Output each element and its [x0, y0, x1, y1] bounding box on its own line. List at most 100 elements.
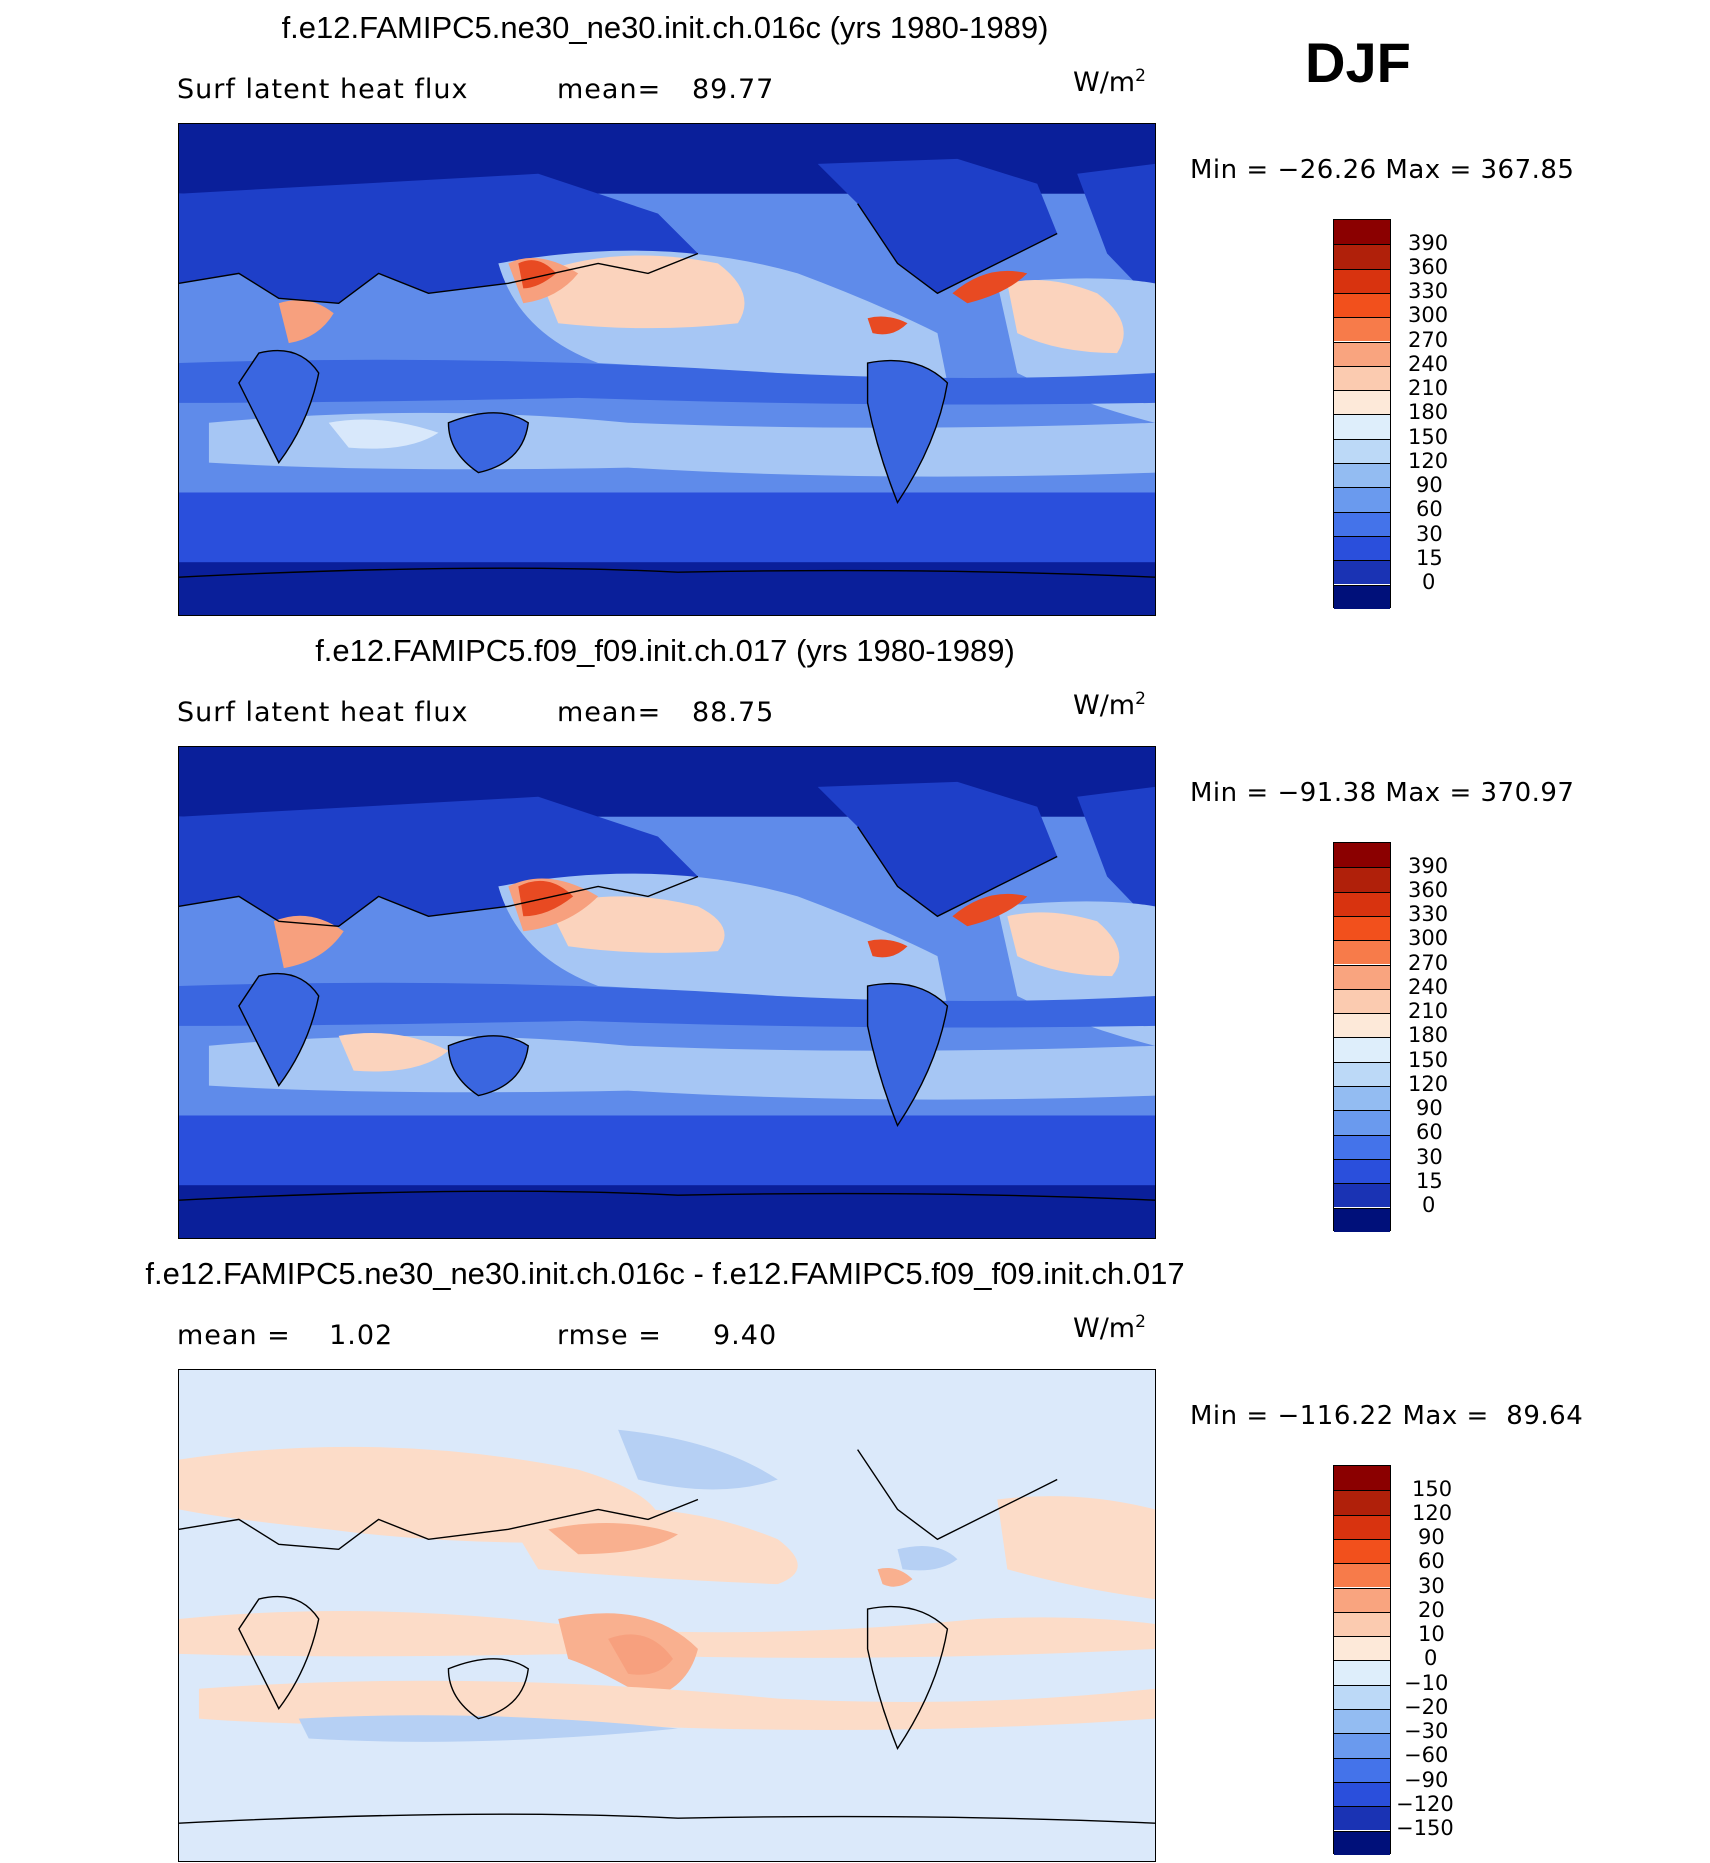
colorbar-swatch	[1334, 867, 1390, 892]
colorbar-swatch	[1334, 988, 1390, 1014]
colorbar-swatch	[1334, 268, 1390, 293]
colorbar-tick-label: 150	[1408, 425, 1449, 449]
colorbar-swatch	[1334, 1061, 1390, 1086]
panel1-mean-value: 89.77	[692, 74, 775, 105]
colorbar-tick-label: 10	[1418, 1622, 1445, 1646]
colorbar-tick-label: 60	[1416, 497, 1443, 521]
colorbar-swatch	[1334, 1806, 1390, 1831]
colorbar-tick-label: 390	[1408, 231, 1449, 255]
colorbar-tick-label: 0	[1422, 570, 1436, 594]
colorbar-tick-label: 300	[1408, 303, 1449, 327]
colorbar-swatch	[1334, 438, 1390, 463]
panel3-title: f.e12.FAMIPC5.ne30_ne30.init.ch.016c - f…	[145, 1256, 1185, 1291]
colorbar-tick-label: −120	[1396, 1792, 1454, 1816]
colorbar-tick-label: 15	[1416, 546, 1443, 570]
colorbar-tick-label: 30	[1418, 1574, 1445, 1598]
colorbar-swatch	[1334, 1733, 1390, 1758]
colorbar-swatch	[1334, 1709, 1390, 1734]
colorbar-swatch	[1334, 1490, 1390, 1515]
colorbar-tick-label: 180	[1408, 400, 1449, 424]
colorbar-tick-label: 90	[1416, 473, 1443, 497]
colorbar-tick-label: 300	[1408, 926, 1449, 950]
panel1-contour-field	[179, 124, 1155, 615]
panel1-mean-label: mean=	[557, 74, 662, 105]
colorbar-tick-label: −150	[1396, 1816, 1454, 1840]
colorbar-tick-label: 20	[1418, 1598, 1445, 1622]
panel1-units: W/m2	[1073, 66, 1146, 98]
panel2-units: W/m2	[1073, 689, 1146, 721]
colorbar-tick-label: 330	[1408, 279, 1449, 303]
colorbar-tick-label: 240	[1408, 975, 1449, 999]
panel3-minmax: Min = −116.22 Max = 89.64	[1190, 1401, 1584, 1431]
colorbar-swatch	[1334, 1781, 1390, 1807]
panel2-variable-label: Surf latent heat flux	[177, 697, 469, 728]
colorbar-swatch	[1334, 1611, 1390, 1637]
colorbar-tick-label: 150	[1408, 1048, 1449, 1072]
panel3-map	[178, 1369, 1156, 1862]
colorbar-swatch	[1334, 1587, 1390, 1612]
colorbar-swatch	[1334, 1660, 1390, 1685]
colorbar-tick-label: 120	[1408, 1072, 1449, 1096]
colorbar-swatch	[1334, 292, 1390, 318]
colorbar-swatch	[1334, 365, 1390, 391]
colorbar-tick-label: 30	[1416, 1145, 1443, 1169]
colorbar-swatch	[1334, 1636, 1390, 1661]
panel1-title: f.e12.FAMIPC5.ne30_ne30.init.ch.016c (yr…	[281, 10, 1049, 45]
colorbar-swatch	[1334, 1207, 1390, 1232]
colorbar-tick-label: −20	[1404, 1695, 1449, 1719]
colorbar-swatch	[1334, 535, 1390, 561]
panel3-rmse-value: 9.40	[713, 1320, 778, 1351]
colorbar-tick-label: 60	[1416, 1120, 1443, 1144]
colorbar-swatch	[1334, 1158, 1390, 1184]
colorbar-tick-label: 120	[1408, 449, 1449, 473]
colorbar-tick-label: 210	[1408, 999, 1449, 1023]
colorbar-swatch	[1334, 1013, 1390, 1038]
colorbar-swatch	[1334, 940, 1390, 965]
colorbar-tick-label: 90	[1418, 1525, 1445, 1549]
colorbar-tick-label: 270	[1408, 951, 1449, 975]
colorbar-tick-label: 360	[1408, 878, 1449, 902]
colorbar-swatch	[1334, 390, 1390, 415]
colorbar-swatch	[1334, 1086, 1390, 1111]
colorbar-swatch	[1334, 843, 1390, 868]
colorbar-tick-label: 15	[1416, 1169, 1443, 1193]
panel1-variable-label: Surf latent heat flux	[177, 74, 469, 105]
colorbar-tick-label: 120	[1412, 1501, 1453, 1525]
panel2-mean-label: mean=	[557, 697, 662, 728]
colorbar-tick-label: 60	[1418, 1549, 1445, 1573]
colorbar-swatch	[1334, 463, 1390, 488]
colorbar-swatch	[1334, 487, 1390, 512]
colorbar-tick-label: 0	[1424, 1646, 1438, 1670]
colorbar-swatch	[1334, 1183, 1390, 1208]
colorbar-tick-label: −30	[1404, 1719, 1449, 1743]
colorbar-tick-label: 270	[1408, 328, 1449, 352]
colorbar-swatch	[1334, 414, 1390, 439]
colorbar-tick-label: 0	[1422, 1193, 1436, 1217]
colorbar-swatch	[1334, 244, 1390, 269]
colorbar-swatch	[1334, 511, 1390, 536]
colorbar-tick-label: 30	[1416, 522, 1443, 546]
panel1-map	[178, 123, 1156, 616]
colorbar-tick-label: 330	[1408, 902, 1449, 926]
colorbar-swatch	[1334, 891, 1390, 916]
colorbar-tick-label: 240	[1408, 352, 1449, 376]
colorbar-tick-label: 150	[1412, 1477, 1453, 1501]
colorbar-swatch	[1334, 964, 1390, 989]
colorbar-swatch	[1334, 341, 1390, 366]
colorbar-swatch	[1334, 584, 1390, 609]
colorbar-swatch	[1334, 1684, 1390, 1709]
colorbar-tick-label: 360	[1408, 255, 1449, 279]
colorbar-swatch	[1334, 560, 1390, 585]
colorbar-tick-label: −60	[1404, 1743, 1449, 1767]
colorbar-swatch	[1334, 1563, 1390, 1588]
colorbar-tick-label: 180	[1408, 1023, 1449, 1047]
colorbar-swatch	[1334, 1757, 1390, 1782]
panel3-contour-field	[179, 1370, 1155, 1861]
panel2-colorbar	[1333, 842, 1391, 1232]
colorbar-tick-label: −90	[1404, 1768, 1449, 1792]
panel2-title: f.e12.FAMIPC5.f09_f09.init.ch.017 (yrs 1…	[315, 633, 1015, 668]
panel2-mean-value: 88.75	[692, 697, 775, 728]
colorbar-swatch	[1334, 1134, 1390, 1159]
colorbar-swatch	[1334, 915, 1390, 941]
panel2-minmax: Min = −91.38 Max = 370.97	[1190, 778, 1575, 808]
